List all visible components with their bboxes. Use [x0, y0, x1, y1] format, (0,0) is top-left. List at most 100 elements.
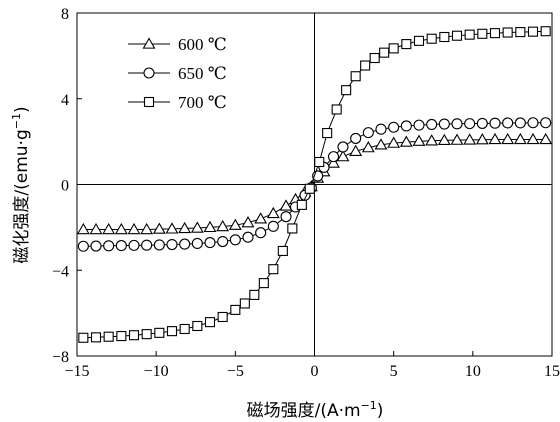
data-point-square — [166, 326, 178, 337]
data-point-circle — [413, 119, 425, 131]
data-point-square — [90, 332, 102, 343]
legend-label: 600 ℃ — [178, 35, 227, 54]
data-point-square — [78, 332, 89, 343]
data-point-square — [527, 26, 539, 37]
x-tick-label: 5 — [390, 363, 398, 380]
data-point-circle — [476, 117, 488, 129]
data-point-square — [515, 27, 526, 38]
legend-marker-square — [143, 96, 155, 108]
data-point-circle — [375, 123, 387, 135]
data-point-circle — [400, 120, 412, 132]
data-point-square — [388, 43, 399, 54]
data-point-triangle — [463, 133, 477, 145]
data-point-square — [217, 311, 228, 323]
data-point-square — [268, 264, 279, 275]
data-point-circle — [502, 117, 514, 129]
legend-entry: 700 ℃ — [128, 93, 227, 112]
series-square — [78, 26, 551, 343]
data-point-circle — [242, 231, 254, 243]
data-point-circle — [128, 239, 140, 251]
data-point-square — [128, 330, 140, 341]
data-point-square — [179, 323, 190, 335]
data-point-circle — [489, 117, 501, 129]
data-point-square — [350, 71, 361, 82]
data-point-triangle — [76, 222, 90, 235]
data-point-triangle — [89, 222, 103, 235]
data-point-triangle — [399, 135, 413, 147]
data-point-triangle — [266, 206, 280, 219]
data-point-triangle — [513, 132, 527, 145]
x-tick-label: 0 — [311, 363, 319, 380]
data-point-circle — [438, 118, 450, 130]
data-point-square — [540, 26, 551, 37]
legend-label: 700 ℃ — [178, 93, 227, 112]
data-point-triangle — [327, 156, 340, 168]
data-point-circle — [337, 141, 349, 153]
data-point-circle — [204, 237, 216, 249]
data-point-square — [154, 327, 165, 338]
data-point-circle — [90, 240, 102, 252]
data-point-square — [360, 60, 371, 71]
data-point-square — [304, 183, 315, 194]
data-point-triangle — [241, 216, 255, 228]
data-point-circle — [350, 132, 362, 144]
data-point-square — [314, 156, 325, 168]
data-point-triangle — [127, 222, 141, 235]
legend-marker-triangle — [142, 37, 156, 49]
data-point-triangle — [152, 222, 166, 234]
data-point-triangle — [140, 222, 154, 235]
legend-entry: 600 ℃ — [128, 35, 227, 54]
data-point-square — [502, 27, 513, 38]
data-point-triangle — [501, 132, 515, 145]
data-point-circle — [327, 151, 340, 163]
y-tick-label: 8 — [61, 6, 69, 23]
data-point-square — [249, 289, 260, 300]
data-point-square — [451, 30, 463, 41]
data-point-triangle — [539, 132, 553, 145]
data-point-circle — [464, 118, 476, 130]
data-point-square — [296, 199, 307, 210]
data-point-triangle — [450, 133, 464, 145]
data-point-circle — [267, 220, 279, 232]
legend-label: 650 ℃ — [178, 64, 227, 83]
data-point-square — [141, 329, 152, 340]
y-tick-label: 4 — [61, 92, 69, 109]
data-point-circle — [179, 238, 191, 250]
data-point-square — [230, 304, 241, 315]
data-point-circle — [280, 211, 292, 223]
data-point-square — [464, 29, 475, 40]
data-point-circle — [103, 240, 115, 252]
data-point-triangle — [374, 138, 388, 150]
y-axis-label: 磁化强度/(emu·g−1) — [10, 106, 32, 263]
data-point-circle — [514, 117, 526, 129]
data-point-square — [287, 223, 298, 234]
data-point-square — [322, 128, 333, 139]
legend-marker-circle — [143, 67, 155, 79]
data-point-square — [413, 35, 425, 46]
data-point-triangle — [361, 141, 375, 153]
data-point-circle — [191, 237, 203, 250]
x-tick-label: 10 — [465, 363, 481, 380]
data-point-triangle — [114, 222, 128, 235]
data-point-triangle — [336, 150, 350, 162]
data-point-square — [369, 52, 380, 64]
data-point-triangle — [437, 133, 451, 146]
x-tick-label: −5 — [227, 363, 244, 380]
data-point-circle — [77, 240, 89, 252]
data-point-triangle — [203, 220, 217, 233]
data-point-triangle — [102, 222, 116, 235]
data-point-triangle — [425, 134, 439, 146]
data-point-circle — [166, 238, 178, 251]
data-point-square — [426, 33, 437, 44]
data-point-triangle — [190, 221, 204, 233]
data-point-square — [116, 331, 127, 342]
data-point-square — [379, 47, 390, 58]
data-point-circle — [540, 117, 552, 129]
data-point-square — [258, 278, 269, 289]
data-point-circle — [141, 239, 153, 251]
data-point-square — [341, 85, 352, 96]
data-point-square — [331, 104, 342, 115]
data-point-circle — [451, 118, 463, 130]
x-tick-label: −10 — [144, 363, 169, 380]
